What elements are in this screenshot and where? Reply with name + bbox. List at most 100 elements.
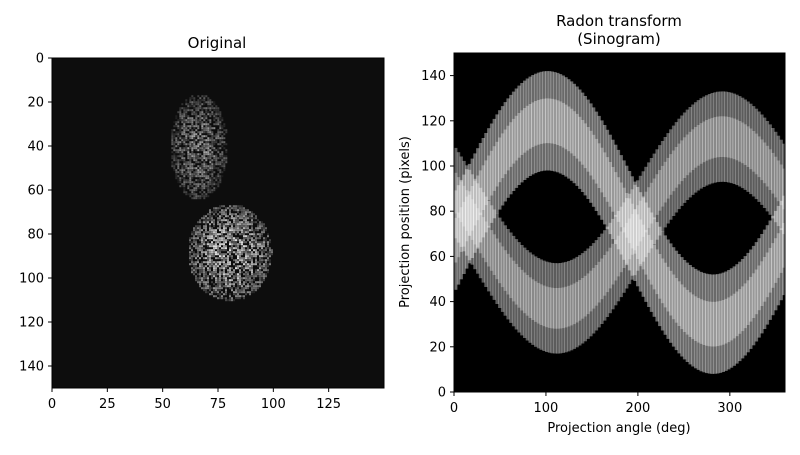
sinogram-column bbox=[627, 171, 632, 271]
original-pixel bbox=[211, 147, 214, 150]
original-pixel bbox=[219, 269, 221, 272]
original-pixel bbox=[221, 151, 224, 154]
original-pixel bbox=[235, 265, 237, 268]
original-pixel bbox=[251, 269, 253, 272]
original-pixel bbox=[183, 113, 186, 116]
original-pixel bbox=[199, 275, 201, 278]
original-pixel bbox=[245, 241, 247, 244]
original-pixel bbox=[205, 139, 208, 142]
original-pixel bbox=[213, 167, 216, 170]
sinogram-column bbox=[456, 152, 461, 243]
original-pixel bbox=[199, 227, 201, 230]
original-pixel bbox=[215, 257, 217, 260]
original-pixel bbox=[215, 279, 217, 282]
original-pixel bbox=[233, 219, 235, 222]
original-pixel bbox=[259, 273, 261, 276]
original-pixel bbox=[249, 229, 251, 232]
original-pixel bbox=[231, 243, 233, 246]
original-pixel bbox=[245, 245, 247, 248]
original-pixel bbox=[193, 227, 195, 230]
original-pixel bbox=[253, 231, 255, 234]
original-pixel bbox=[199, 195, 202, 198]
original-pixel bbox=[171, 163, 174, 166]
original-pixel bbox=[219, 207, 221, 210]
original-pixel bbox=[217, 235, 219, 238]
original-pixel bbox=[215, 251, 217, 254]
original-x-ticks: 0 25 50 75 100 125 bbox=[48, 388, 341, 412]
original-pixel bbox=[241, 271, 243, 274]
sinogram-column-core bbox=[782, 223, 786, 268]
original-pixel bbox=[215, 241, 217, 244]
original-pixel bbox=[201, 183, 204, 186]
original-pixel bbox=[219, 275, 221, 278]
original-pixel bbox=[209, 159, 212, 162]
sinogram-column bbox=[580, 253, 585, 344]
original-pixel bbox=[243, 213, 245, 216]
original-pixel bbox=[247, 265, 249, 268]
original-pixel bbox=[245, 225, 247, 228]
original-pixel bbox=[215, 261, 217, 264]
original-pixel bbox=[197, 127, 200, 130]
original-pixel bbox=[225, 213, 227, 216]
sinogram-column bbox=[542, 71, 546, 171]
original-pixel bbox=[257, 245, 259, 248]
original-pixel bbox=[211, 243, 213, 246]
original-pixel bbox=[243, 225, 245, 228]
original-pixel bbox=[243, 241, 245, 244]
original-pixel bbox=[201, 245, 203, 248]
original-pixel bbox=[179, 177, 182, 180]
original-pixel bbox=[183, 187, 186, 190]
sinogram-column bbox=[655, 149, 659, 240]
original-pixel bbox=[249, 269, 251, 272]
sinogram-column bbox=[724, 91, 728, 182]
sinogram-column-core bbox=[484, 221, 488, 263]
original-pixel bbox=[265, 267, 267, 270]
original-pixel bbox=[217, 263, 219, 266]
original-pixel bbox=[199, 165, 202, 168]
original-pixel bbox=[217, 147, 220, 150]
original-pixel bbox=[205, 281, 207, 284]
original-pixel bbox=[189, 183, 192, 186]
original-pixel bbox=[269, 247, 271, 250]
original-pixel bbox=[207, 105, 210, 108]
original-pixel bbox=[189, 135, 192, 138]
original-pixel bbox=[203, 117, 206, 120]
original-pixel bbox=[241, 277, 243, 280]
original-pixel bbox=[237, 205, 239, 208]
original-pixel bbox=[193, 235, 195, 238]
original-pixel bbox=[211, 241, 213, 244]
original-pixel bbox=[261, 279, 263, 282]
original-pixel bbox=[189, 259, 191, 262]
original-pixel bbox=[221, 277, 223, 280]
sinogram-column-core bbox=[751, 131, 756, 172]
original-pixel bbox=[187, 139, 190, 142]
original-pixel bbox=[271, 251, 273, 254]
original-pixel bbox=[177, 139, 180, 142]
sinogram-column-core bbox=[740, 122, 745, 164]
original-pixel bbox=[257, 223, 259, 226]
original-pixel bbox=[199, 253, 201, 256]
original-pixel bbox=[211, 275, 213, 278]
original-pixel bbox=[197, 279, 199, 282]
sinogram-column bbox=[677, 254, 681, 354]
original-pixel bbox=[221, 237, 223, 240]
original-pixel bbox=[269, 263, 271, 266]
original-pixel bbox=[247, 215, 249, 218]
original-pixel bbox=[243, 231, 245, 234]
original-pixel bbox=[235, 227, 237, 230]
original-pixel bbox=[199, 105, 202, 108]
original-pixel bbox=[193, 105, 196, 108]
original-pixel bbox=[205, 229, 207, 232]
original-pixel bbox=[201, 129, 204, 132]
original-pixel bbox=[245, 237, 247, 240]
original-pixel bbox=[177, 171, 180, 174]
original-pixel bbox=[175, 133, 178, 136]
original-pixel bbox=[191, 123, 194, 126]
sinogram-column-core bbox=[539, 99, 543, 144]
original-pixel bbox=[195, 117, 198, 120]
original-pixel bbox=[199, 171, 202, 174]
sinogram-column bbox=[705, 273, 709, 374]
original-pixel bbox=[231, 255, 233, 258]
sinogram-column-core bbox=[558, 101, 563, 147]
original-pixel bbox=[213, 187, 216, 190]
